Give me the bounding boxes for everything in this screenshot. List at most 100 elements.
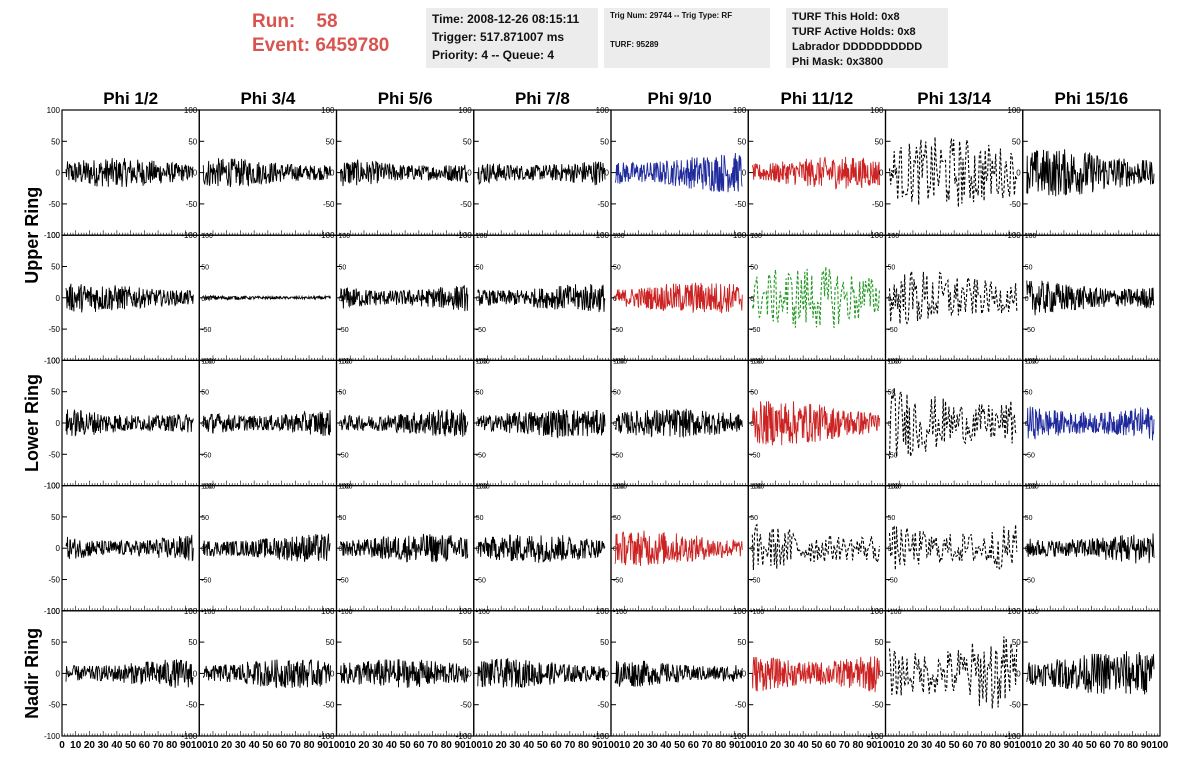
y-tick-label: -100 [750,358,764,365]
y-tick-label: 50 [51,137,60,146]
y-tick-label: 100 [888,233,900,240]
run-label: Run: [252,11,296,32]
x-tick-label: 80 [578,740,590,751]
y-tick-label: -100 [318,732,335,741]
x-tick-label: 40 [1072,740,1084,751]
y-tick-label: -50 [735,200,747,209]
y-tick-label: -50 [339,452,349,459]
x-tick-label: 20 [221,740,233,751]
y-tick-label: -50 [460,200,472,209]
waveform-trace [65,659,194,688]
y-tick-label: 100 [321,607,335,616]
y-tick-label: 50 [875,638,884,647]
y-tick-label: -50 [613,578,623,585]
y-tick-label: 50 [613,390,621,397]
x-tick-label: 80 [852,740,864,751]
y-tick-label: 100 [184,607,198,616]
y-tick-label: -100 [181,732,198,741]
y-tick-label: -50 [872,701,884,710]
y-tick-label: 100 [339,233,351,240]
x-tick-label: 50 [125,740,137,751]
event-value: 6459780 [315,35,390,56]
x-tick-label: 50 [811,740,823,751]
y-tick-label: 100 [870,607,884,616]
run-row: Run: 58 [252,10,389,34]
x-tick-label: 100 [603,740,620,751]
waveform-trace [340,409,469,437]
y-tick-label: 50 [737,137,746,146]
y-tick-label: 0 [879,669,884,678]
y-tick-label: -50 [888,578,898,585]
x-tick-label: 50 [949,740,961,751]
y-tick-label: 100 [476,233,488,240]
y-tick-label: 50 [326,638,335,647]
run-info: Run: 58 Event: 6459780 [252,10,389,58]
waveform-trace [1026,280,1155,316]
y-tick-label: 0 [750,296,754,303]
waveform-trace [202,533,331,562]
x-tick-label: 20 [358,740,370,751]
waveform-trace [888,136,1018,208]
y-tick-label: 0 [56,169,61,178]
y-tick-label: 100 [47,106,61,115]
x-tick-label: 90 [866,740,878,751]
x-tick-label: 60 [276,740,288,751]
waveform-trace [65,158,194,187]
x-tick-label: 40 [249,740,261,751]
plot-frame [198,485,338,612]
column-header: Phi 13/14 [917,89,991,108]
y-tick-label: -50 [48,701,60,710]
y-tick-label: 100 [201,358,213,365]
waveform-trace [340,533,469,563]
x-tick-label: 50 [262,740,274,751]
y-tick-label: 100 [613,484,625,491]
x-tick-label: 60 [551,740,563,751]
x-tick-label: 60 [413,740,425,751]
y-tick-label: -50 [48,200,60,209]
y-tick-label: -100 [476,358,490,365]
x-tick-label: 70 [427,740,439,751]
y-tick-label: 50 [188,638,197,647]
y-tick-label: -50 [48,450,60,459]
y-tick-label: 0 [56,669,61,678]
y-tick-label: 50 [600,137,609,146]
y-tick-label: -50 [323,701,335,710]
x-tick-label: 80 [303,740,315,751]
y-tick-label: 50 [750,515,758,522]
waveform-trace [614,408,743,439]
x-tick-label: 70 [153,740,165,751]
y-tick-label: -50 [1025,327,1035,334]
waveform-trace [614,660,743,688]
x-tick-label: 80 [715,740,727,751]
y-tick-label: 50 [613,265,621,272]
y-tick-label: 50 [51,388,60,397]
y-tick-label: -50 [1025,578,1035,585]
waveform-trace [340,159,469,187]
y-tick-label: -50 [323,200,335,209]
y-tick-label: -100 [750,609,764,616]
x-tick-label: 50 [400,740,412,751]
y-tick-label: 100 [476,358,488,365]
waveform-trace [1026,406,1155,441]
y-tick-label: -100 [339,358,353,365]
x-tick-label: 10 [619,740,631,751]
plot-frame [884,485,1024,612]
y-tick-label: -50 [1009,701,1021,710]
y-tick-label: 50 [463,638,472,647]
x-tick-label: 70 [1113,740,1125,751]
x-tick-label: 40 [111,740,123,751]
y-tick-label: 100 [888,358,900,365]
y-tick-label: 0 [879,169,884,178]
waveform-trace [614,152,743,193]
y-tick-label: 50 [339,390,347,397]
y-tick-label: 50 [1025,265,1033,272]
y-tick-label: -100 [1005,732,1022,741]
column-header: Phi 15/16 [1055,89,1129,108]
turf-this-hold: TURF This Hold: 0x8 [792,11,900,23]
plot-frame [747,234,887,361]
x-tick-label: 90 [180,740,192,751]
y-tick-label: 0 [467,669,472,678]
x-tick-label: 20 [770,740,782,751]
column-header: Phi 5/6 [378,89,433,108]
